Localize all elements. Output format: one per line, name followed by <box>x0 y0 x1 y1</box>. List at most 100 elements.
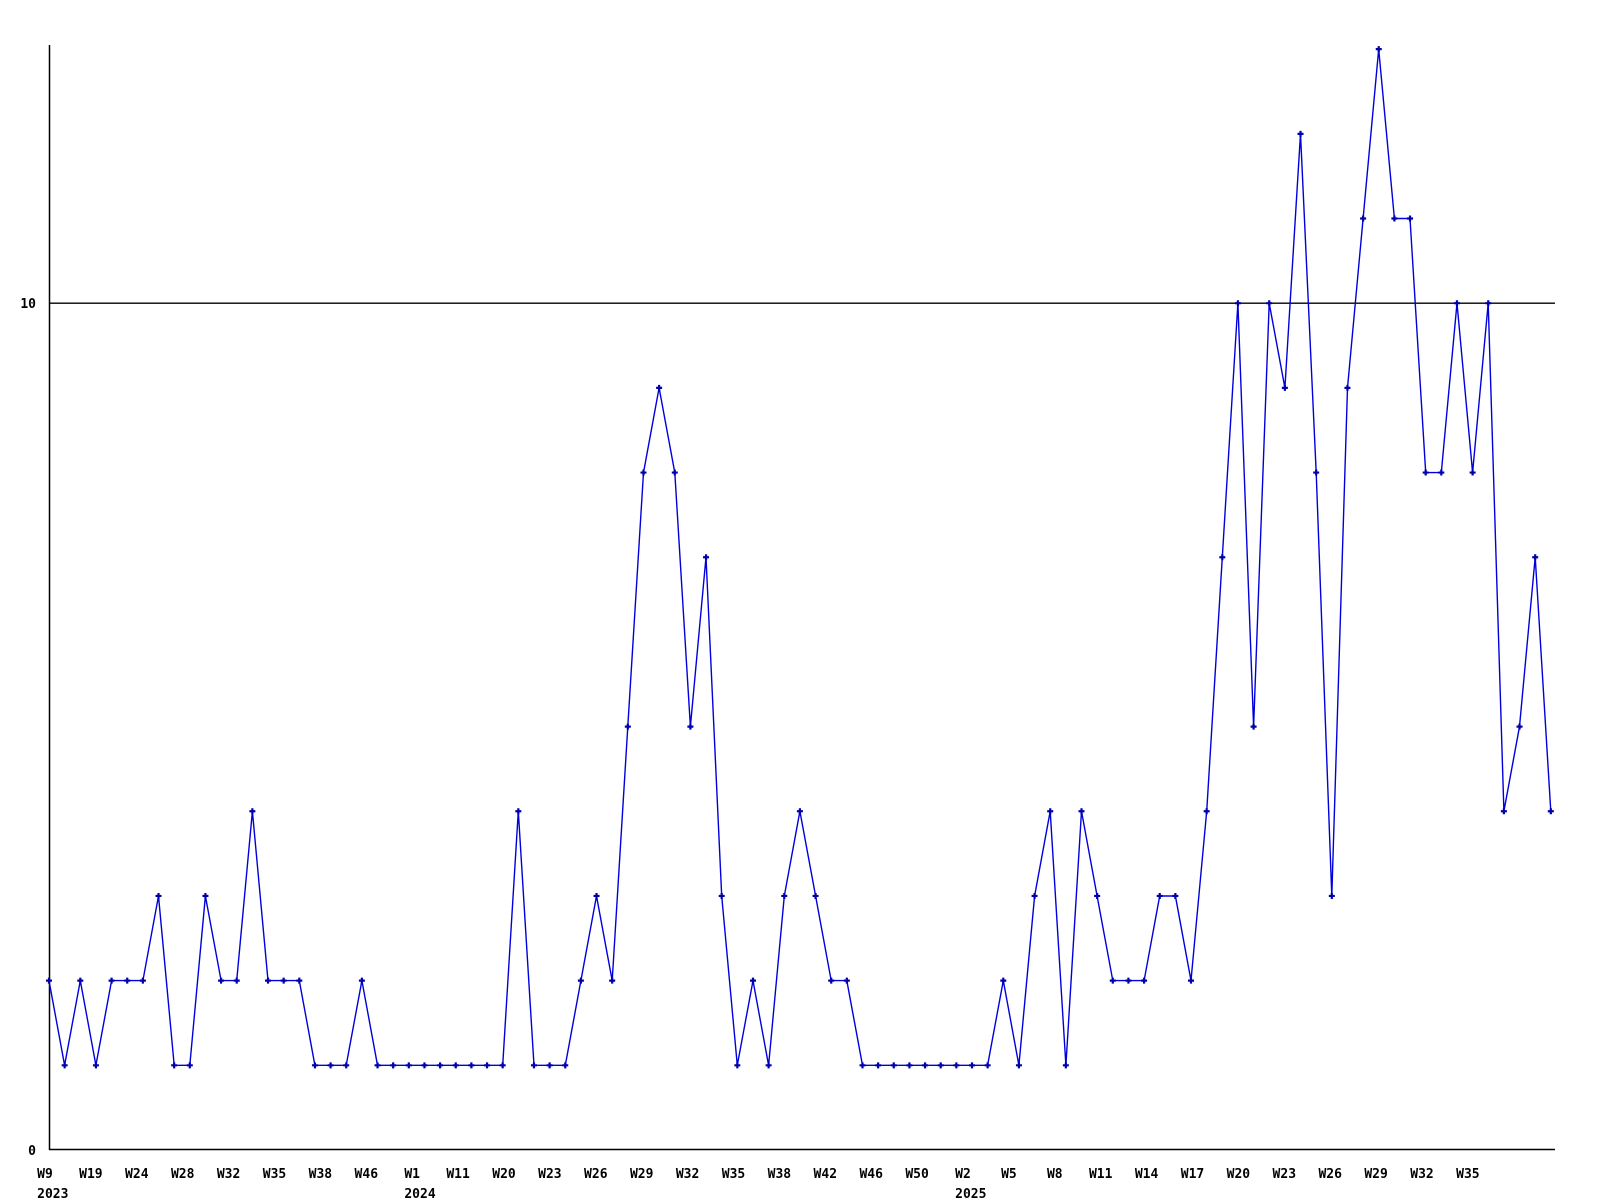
x-tick-label: W29 <box>630 1167 653 1182</box>
data-point <box>124 977 131 984</box>
data-point <box>1000 977 1007 984</box>
data-point <box>499 1062 506 1069</box>
x-year-label: 2024 <box>404 1187 435 1200</box>
x-tick-label: W8 <box>1047 1167 1063 1182</box>
data-point <box>734 1062 741 1069</box>
x-tick-label: W23 <box>538 1167 561 1182</box>
data-point <box>1328 892 1335 899</box>
data-point <box>1266 300 1273 307</box>
x-tick-label: W9 <box>37 1167 53 1182</box>
x-tick-label: W20 <box>1227 1167 1251 1182</box>
x-tick-label: W28 <box>171 1167 195 1182</box>
x-tick-label: W26 <box>1318 1167 1342 1182</box>
data-point <box>1250 723 1257 730</box>
data-point <box>484 1062 491 1069</box>
x-tick-label: W42 <box>814 1167 837 1182</box>
x-tick-label: W50 <box>905 1167 929 1182</box>
data-point <box>1313 469 1320 476</box>
data-point <box>437 1062 444 1069</box>
data-point <box>687 723 694 730</box>
data-point <box>671 469 678 476</box>
x-tick-label: W32 <box>1410 1167 1433 1182</box>
data-point <box>186 1062 193 1069</box>
x-tick-label: W2 <box>955 1167 971 1182</box>
data-point <box>390 1062 397 1069</box>
data-point <box>311 1062 318 1069</box>
data-point <box>1203 808 1210 815</box>
x-tick-label: W23 <box>1273 1167 1296 1182</box>
data-point <box>296 977 303 984</box>
data-point <box>765 1062 772 1069</box>
x-tick-label: W5 <box>1001 1167 1017 1182</box>
x-tick-label: W14 <box>1135 1167 1159 1182</box>
data-point <box>1125 977 1132 984</box>
data-point <box>859 1062 866 1069</box>
data-point <box>343 1062 350 1069</box>
data-point <box>405 1062 412 1069</box>
x-tick-label: W35 <box>1456 1167 1479 1182</box>
data-point <box>593 892 600 899</box>
data-point <box>828 977 835 984</box>
x-tick-label: W35 <box>722 1167 745 1182</box>
x-tick-label: W32 <box>676 1167 699 1182</box>
data-point <box>749 977 756 984</box>
data-point <box>1141 977 1148 984</box>
data-point <box>233 977 240 984</box>
data-point <box>1422 469 1429 476</box>
data-point <box>1375 46 1382 53</box>
data-point <box>953 1062 960 1069</box>
x-tick-label: W20 <box>492 1167 516 1182</box>
data-point <box>358 977 365 984</box>
data-point <box>640 469 647 476</box>
x-tick-label: W38 <box>768 1167 792 1182</box>
data-point <box>1281 384 1288 391</box>
data-point <box>890 1062 897 1069</box>
data-point <box>1172 892 1179 899</box>
x-year-label: 2025 <box>955 1187 986 1200</box>
data-point <box>1031 892 1038 899</box>
x-tick-label: W32 <box>217 1167 240 1182</box>
y-tick-label: 0 <box>28 1144 36 1159</box>
data-point <box>108 977 115 984</box>
data-point <box>1485 300 1492 307</box>
data-point <box>515 808 522 815</box>
y-tick-label: 10 <box>20 297 36 312</box>
data-point <box>1344 384 1351 391</box>
data-point <box>92 1062 99 1069</box>
data-point <box>796 808 803 815</box>
data-point <box>468 1062 475 1069</box>
data-line <box>48 49 1552 1067</box>
data-point <box>577 977 584 984</box>
data-point <box>937 1062 944 1069</box>
x-tick-label: W24 <box>125 1167 149 1182</box>
data-point <box>1516 723 1523 730</box>
data-point <box>1297 130 1304 137</box>
x-year-label: 2023 <box>37 1187 68 1200</box>
data-point <box>1532 554 1539 561</box>
data-point <box>1500 808 1507 815</box>
data-point <box>546 1062 553 1069</box>
data-point <box>609 977 616 984</box>
data-point <box>656 384 663 391</box>
data-point <box>1547 808 1554 815</box>
data-point <box>374 1062 381 1069</box>
x-tick-label: W1 <box>404 1167 420 1182</box>
data-point <box>249 808 256 815</box>
data-point <box>452 1062 459 1069</box>
data-point <box>46 977 52 984</box>
data-point <box>1469 469 1476 476</box>
data-point <box>171 1062 178 1069</box>
data-point <box>77 977 84 984</box>
data-point <box>968 1062 975 1069</box>
data-point <box>906 1062 913 1069</box>
data-point <box>1015 1062 1022 1069</box>
x-tick-label: W26 <box>584 1167 608 1182</box>
data-point <box>1062 1062 1069 1069</box>
data-point <box>562 1062 569 1069</box>
data-point <box>984 1062 991 1069</box>
data-point <box>265 977 272 984</box>
data-point <box>280 977 287 984</box>
data-point <box>703 554 710 561</box>
data-point <box>1094 892 1101 899</box>
